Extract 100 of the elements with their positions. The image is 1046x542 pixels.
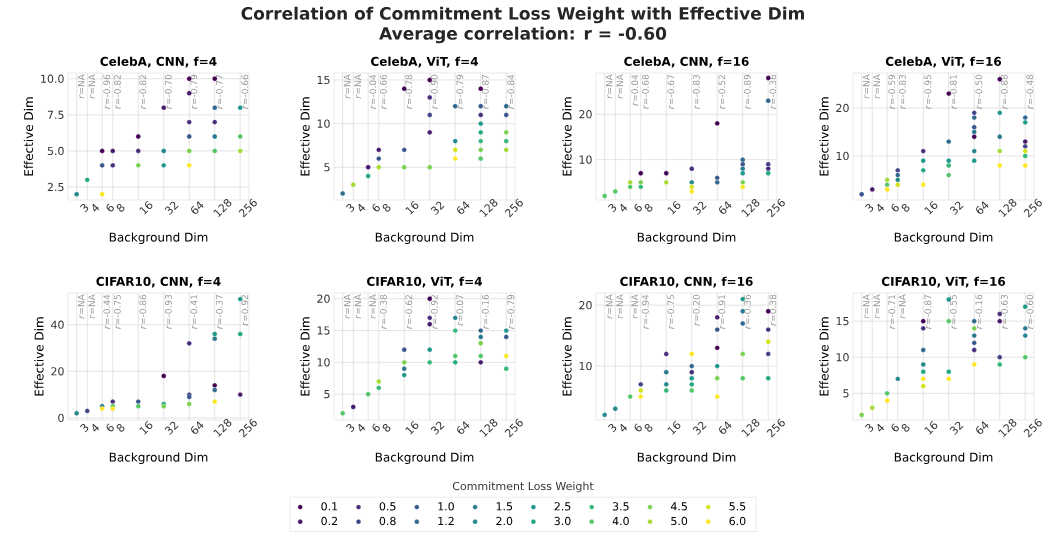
x-tick-label: 3 (865, 204, 874, 213)
annotation: r=-0.94 (641, 294, 649, 329)
annotation: r=-0.66 (379, 74, 387, 109)
text: Correlation of Commitment Loss Weight with Effective Dim (241, 6, 804, 24)
legend-label: 2.0 (496, 516, 513, 526)
annotation: r=0.07 (456, 294, 464, 326)
x-tick-label: 64 (719, 201, 732, 214)
chart-title: CIFAR10, ViT, f=4 (367, 276, 482, 288)
annotation: r=-0.68 (641, 74, 649, 109)
annotation: r=-0.78 (405, 74, 413, 109)
x-tick-label: 128 (741, 198, 760, 218)
x-tick-label: 16 (667, 420, 681, 435)
y-axis-title: Effective Dim (23, 97, 34, 176)
annotation: r=-0.71 (888, 295, 896, 329)
x-tick-label: 32 (430, 201, 445, 215)
chart-title: CelebA, ViT, f=4 (371, 56, 478, 68)
annotation: r=NA (77, 74, 85, 99)
x-tick-label: 64 (719, 421, 732, 434)
annotation: r=-0.38 (379, 294, 387, 329)
x-tick-label: 32 (692, 421, 707, 435)
annotation: r=NA (873, 294, 881, 319)
y-tick-label: 10 (579, 361, 592, 371)
x-axis-title: Background Dim (375, 452, 474, 464)
annotation: r=-0.83 (692, 74, 700, 109)
annotation: r=-0.82 (113, 75, 121, 109)
x-tick-label: 6 (891, 203, 899, 212)
y-tick-label: 15 (317, 75, 330, 85)
annotation: r=-0.89 (743, 74, 751, 109)
y-tick-label: 20 (317, 294, 330, 303)
x-tick-label: 4 (92, 203, 100, 212)
annotation: r=-0.55 (949, 294, 957, 329)
annotation: r=-0.41 (190, 295, 198, 329)
annotation: r=-0.52 (718, 75, 726, 109)
x-tick-label: 128 (213, 198, 232, 218)
y-axis-title: Effective Dim (562, 97, 572, 176)
y-tick-label: 10 (836, 353, 849, 362)
legend-label: 3.5 (612, 502, 629, 511)
x-tick-label: 16 (139, 420, 153, 435)
x-tick-label: 3 (865, 424, 874, 433)
y-tick-label: 20 (836, 103, 849, 113)
x-axis-title: Background Dim (109, 452, 208, 464)
y-axis-title: Effective Dim (562, 317, 572, 396)
y-tick-label: 10 (317, 119, 330, 128)
y-tick-label: 5 (843, 389, 849, 398)
y-axis-title: Effective Dim (300, 97, 310, 176)
x-tick-label: 32 (692, 201, 707, 215)
text: Average correlation: r = -0.60 (379, 26, 667, 44)
annotation: r=-0.63 (1000, 294, 1008, 329)
annotation: r=-0.82 (139, 75, 147, 109)
x-tick-label: 4 (92, 423, 100, 432)
annotation: r=-0.16 (481, 294, 489, 329)
chart-title: CelebA, CNN, f=4 (100, 56, 217, 68)
annotation: r=-0.04 (369, 74, 377, 109)
legend-label: 0.8 (379, 516, 396, 526)
y-tick-label: 2.5 (47, 182, 64, 192)
legend-label: 0.5 (379, 502, 396, 511)
x-tick-label: 6 (634, 423, 642, 432)
y-tick-label: 20 (51, 367, 64, 376)
x-axis-title: Background Dim (894, 232, 993, 244)
x-tick-label: 6 (106, 203, 114, 212)
annotation: r=0.20 (692, 294, 700, 326)
annotation: r=-0.87 (924, 294, 932, 329)
x-tick-label: 32 (430, 421, 445, 435)
x-tick-label: 128 (998, 198, 1017, 218)
x-tick-label: 32 (949, 421, 964, 435)
x-tick-label: 4 (620, 423, 628, 432)
annotation: r=NA (88, 294, 96, 319)
annotation: r=NA (605, 74, 613, 99)
x-tick-label: 64 (457, 421, 470, 434)
x-tick-label: 8 (116, 203, 125, 212)
annotation: r=NA (862, 74, 870, 99)
y-tick-label: 10 (836, 151, 849, 161)
x-tick-label: 6 (372, 203, 380, 212)
x-tick-label: 16 (924, 200, 938, 215)
x-tick-label: 8 (116, 423, 125, 432)
annotation: r=-0.95 (924, 74, 932, 109)
y-axis-title: Effective Dim (300, 317, 310, 396)
x-axis-title: Background Dim (637, 232, 736, 244)
x-tick-label: 3 (346, 424, 355, 433)
x-tick-label: 16 (924, 420, 938, 435)
annotation: r=-0.79 (456, 74, 464, 109)
x-tick-label: 64 (976, 201, 989, 214)
annotation: r=-0.79 (190, 74, 198, 109)
legend-label: 4.0 (612, 516, 629, 526)
annotation: r=-0.83 (898, 74, 906, 109)
x-tick-label: 128 (741, 418, 760, 438)
annotation: r=NA (605, 294, 613, 319)
annotation: r=-0.84 (507, 74, 515, 109)
annotation: r=-0.92 (430, 295, 438, 329)
annotation: r=0.38 (769, 294, 777, 326)
annotation: r=-0.60 (1026, 294, 1034, 329)
x-tick-label: 64 (457, 201, 470, 214)
x-tick-label: 3 (608, 424, 617, 433)
x-axis-title: Background Dim (894, 452, 993, 464)
legend-label: 0.1 (321, 502, 338, 511)
legend-label: 6.0 (729, 516, 746, 526)
x-tick-label: 6 (106, 423, 114, 432)
y-axis-title: Effective Dim (819, 97, 829, 176)
x-tick-label: 8 (644, 203, 653, 212)
legend-title: Commitment Loss Weight (452, 481, 594, 493)
